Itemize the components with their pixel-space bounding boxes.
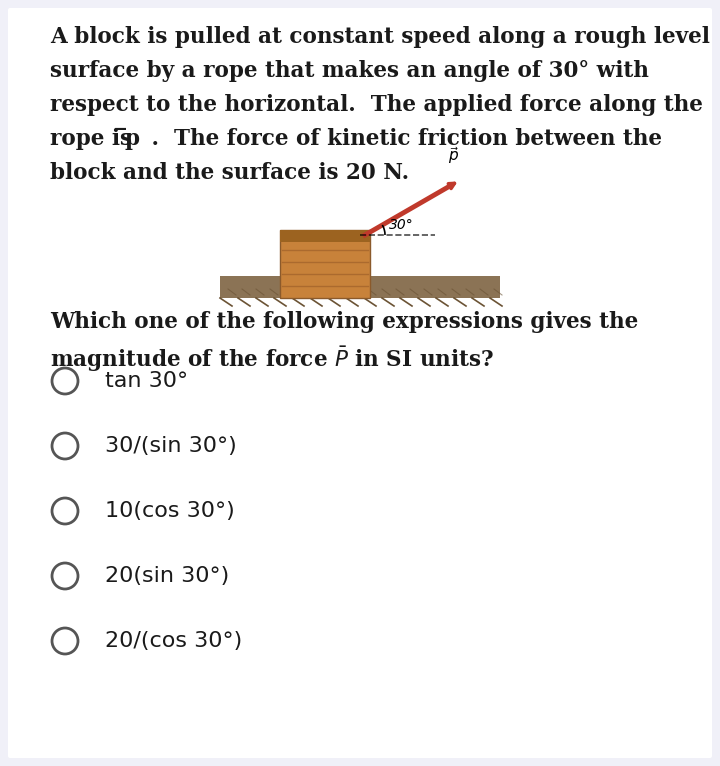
Text: rope is: rope is xyxy=(50,128,140,150)
Text: tan 30°: tan 30° xyxy=(105,371,188,391)
Text: Which one of the following expressions gives the: Which one of the following expressions g… xyxy=(50,311,638,333)
Bar xyxy=(280,230,370,242)
Text: 30°: 30° xyxy=(389,218,414,232)
Text: 30/(sin 30°): 30/(sin 30°) xyxy=(105,436,237,456)
Bar xyxy=(220,276,500,298)
Text: 20(sin 30°): 20(sin 30°) xyxy=(105,566,229,586)
Text: 10(cos 30°): 10(cos 30°) xyxy=(105,501,235,521)
Text: 20/(cos 30°): 20/(cos 30°) xyxy=(105,631,242,651)
Text: $\vec{p}$: $\vec{p}$ xyxy=(448,145,459,165)
Text: respect to the horizontal.  The applied force along the: respect to the horizontal. The applied f… xyxy=(50,94,703,116)
Text: block and the surface is 20 N.: block and the surface is 20 N. xyxy=(50,162,409,184)
Text: ̅p: ̅p xyxy=(126,128,141,150)
Bar xyxy=(280,230,370,298)
FancyBboxPatch shape xyxy=(8,8,712,758)
Text: magnitude of the force $\bar{P}$ in SI units?: magnitude of the force $\bar{P}$ in SI u… xyxy=(50,345,494,375)
Text: surface by a rope that makes an angle of 30° with: surface by a rope that makes an angle of… xyxy=(50,60,649,82)
Text: A block is pulled at constant speed along a rough level: A block is pulled at constant speed alon… xyxy=(50,26,710,48)
Text: .  The force of kinetic friction between the: . The force of kinetic friction between … xyxy=(144,128,662,150)
